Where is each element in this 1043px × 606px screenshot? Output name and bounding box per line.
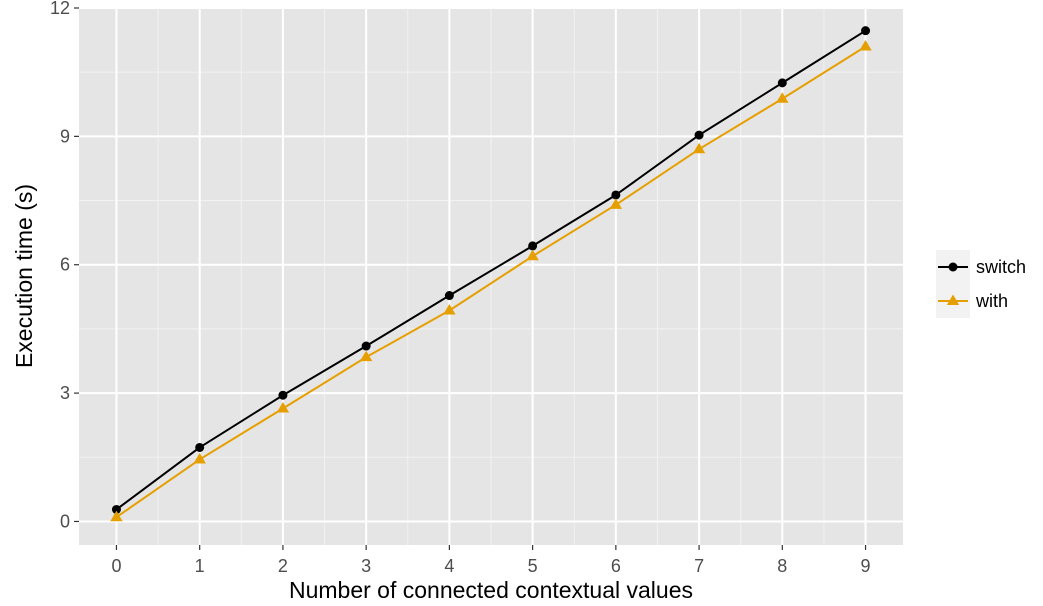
series-with (110, 40, 872, 522)
y-tick-label: 0 (60, 511, 70, 531)
x-tick-label: 7 (694, 556, 704, 576)
data-point-with (276, 402, 290, 413)
data-point-switch (195, 442, 205, 452)
x-axis-title: Number of connected contextual values (289, 577, 693, 603)
y-tick-label: 3 (60, 383, 70, 403)
data-point-switch (444, 291, 454, 301)
data-point-with (359, 350, 373, 362)
y-tick-label: 12 (50, 0, 70, 18)
x-tick-label: 9 (861, 556, 871, 576)
x-tick-label: 1 (195, 556, 205, 576)
data-point-with (526, 249, 539, 261)
x-tick-label: 3 (361, 556, 371, 576)
y-tick-label: 6 (60, 255, 70, 275)
data-point-switch (861, 26, 871, 36)
data-point-with (859, 40, 872, 51)
x-tick-label: 2 (278, 556, 288, 576)
legend-item-switch: switch (936, 250, 1026, 284)
legend-label: with (975, 291, 1008, 311)
legend: switch with (936, 250, 1026, 318)
x-tick-label: 5 (528, 556, 538, 576)
data-point-with (443, 304, 456, 315)
x-tick-label: 8 (777, 556, 787, 576)
data-point-switch (777, 78, 787, 88)
data-point-switch (361, 341, 371, 351)
data-point-with (609, 198, 623, 209)
data-point-with (776, 92, 789, 103)
data-point-switch (278, 390, 288, 400)
data-point-with (692, 142, 706, 154)
minor-grid (79, 8, 903, 545)
y-axis-title: Execution time (s) (11, 184, 37, 368)
series-switch (111, 26, 871, 514)
data-point-switch (694, 130, 704, 140)
x-tick-label: 0 (111, 556, 121, 576)
x-tick-label: 6 (611, 556, 621, 576)
legend-item-with: with (936, 284, 1008, 318)
series-line-with (115, 45, 867, 519)
data-point-with (193, 452, 206, 464)
x-tick-label: 4 (444, 556, 454, 576)
data-point-switch (528, 241, 538, 251)
major-grid (79, 7, 903, 545)
legend-key-marker (948, 262, 958, 272)
legend-label: switch (976, 257, 1026, 277)
data-point-switch (111, 504, 121, 514)
y-tick-label: 9 (60, 126, 70, 146)
axis-ticks (74, 7, 867, 550)
y-tick-labels: 0 3 6 9 12 (50, 0, 70, 531)
x-tick-labels: 0 1 2 3 4 5 6 7 8 9 (111, 556, 870, 576)
series-layer (110, 26, 872, 522)
data-point-with (110, 510, 123, 522)
legend-key-marker (946, 294, 960, 306)
series-line-switch (115, 29, 867, 511)
data-point-switch (611, 190, 621, 200)
